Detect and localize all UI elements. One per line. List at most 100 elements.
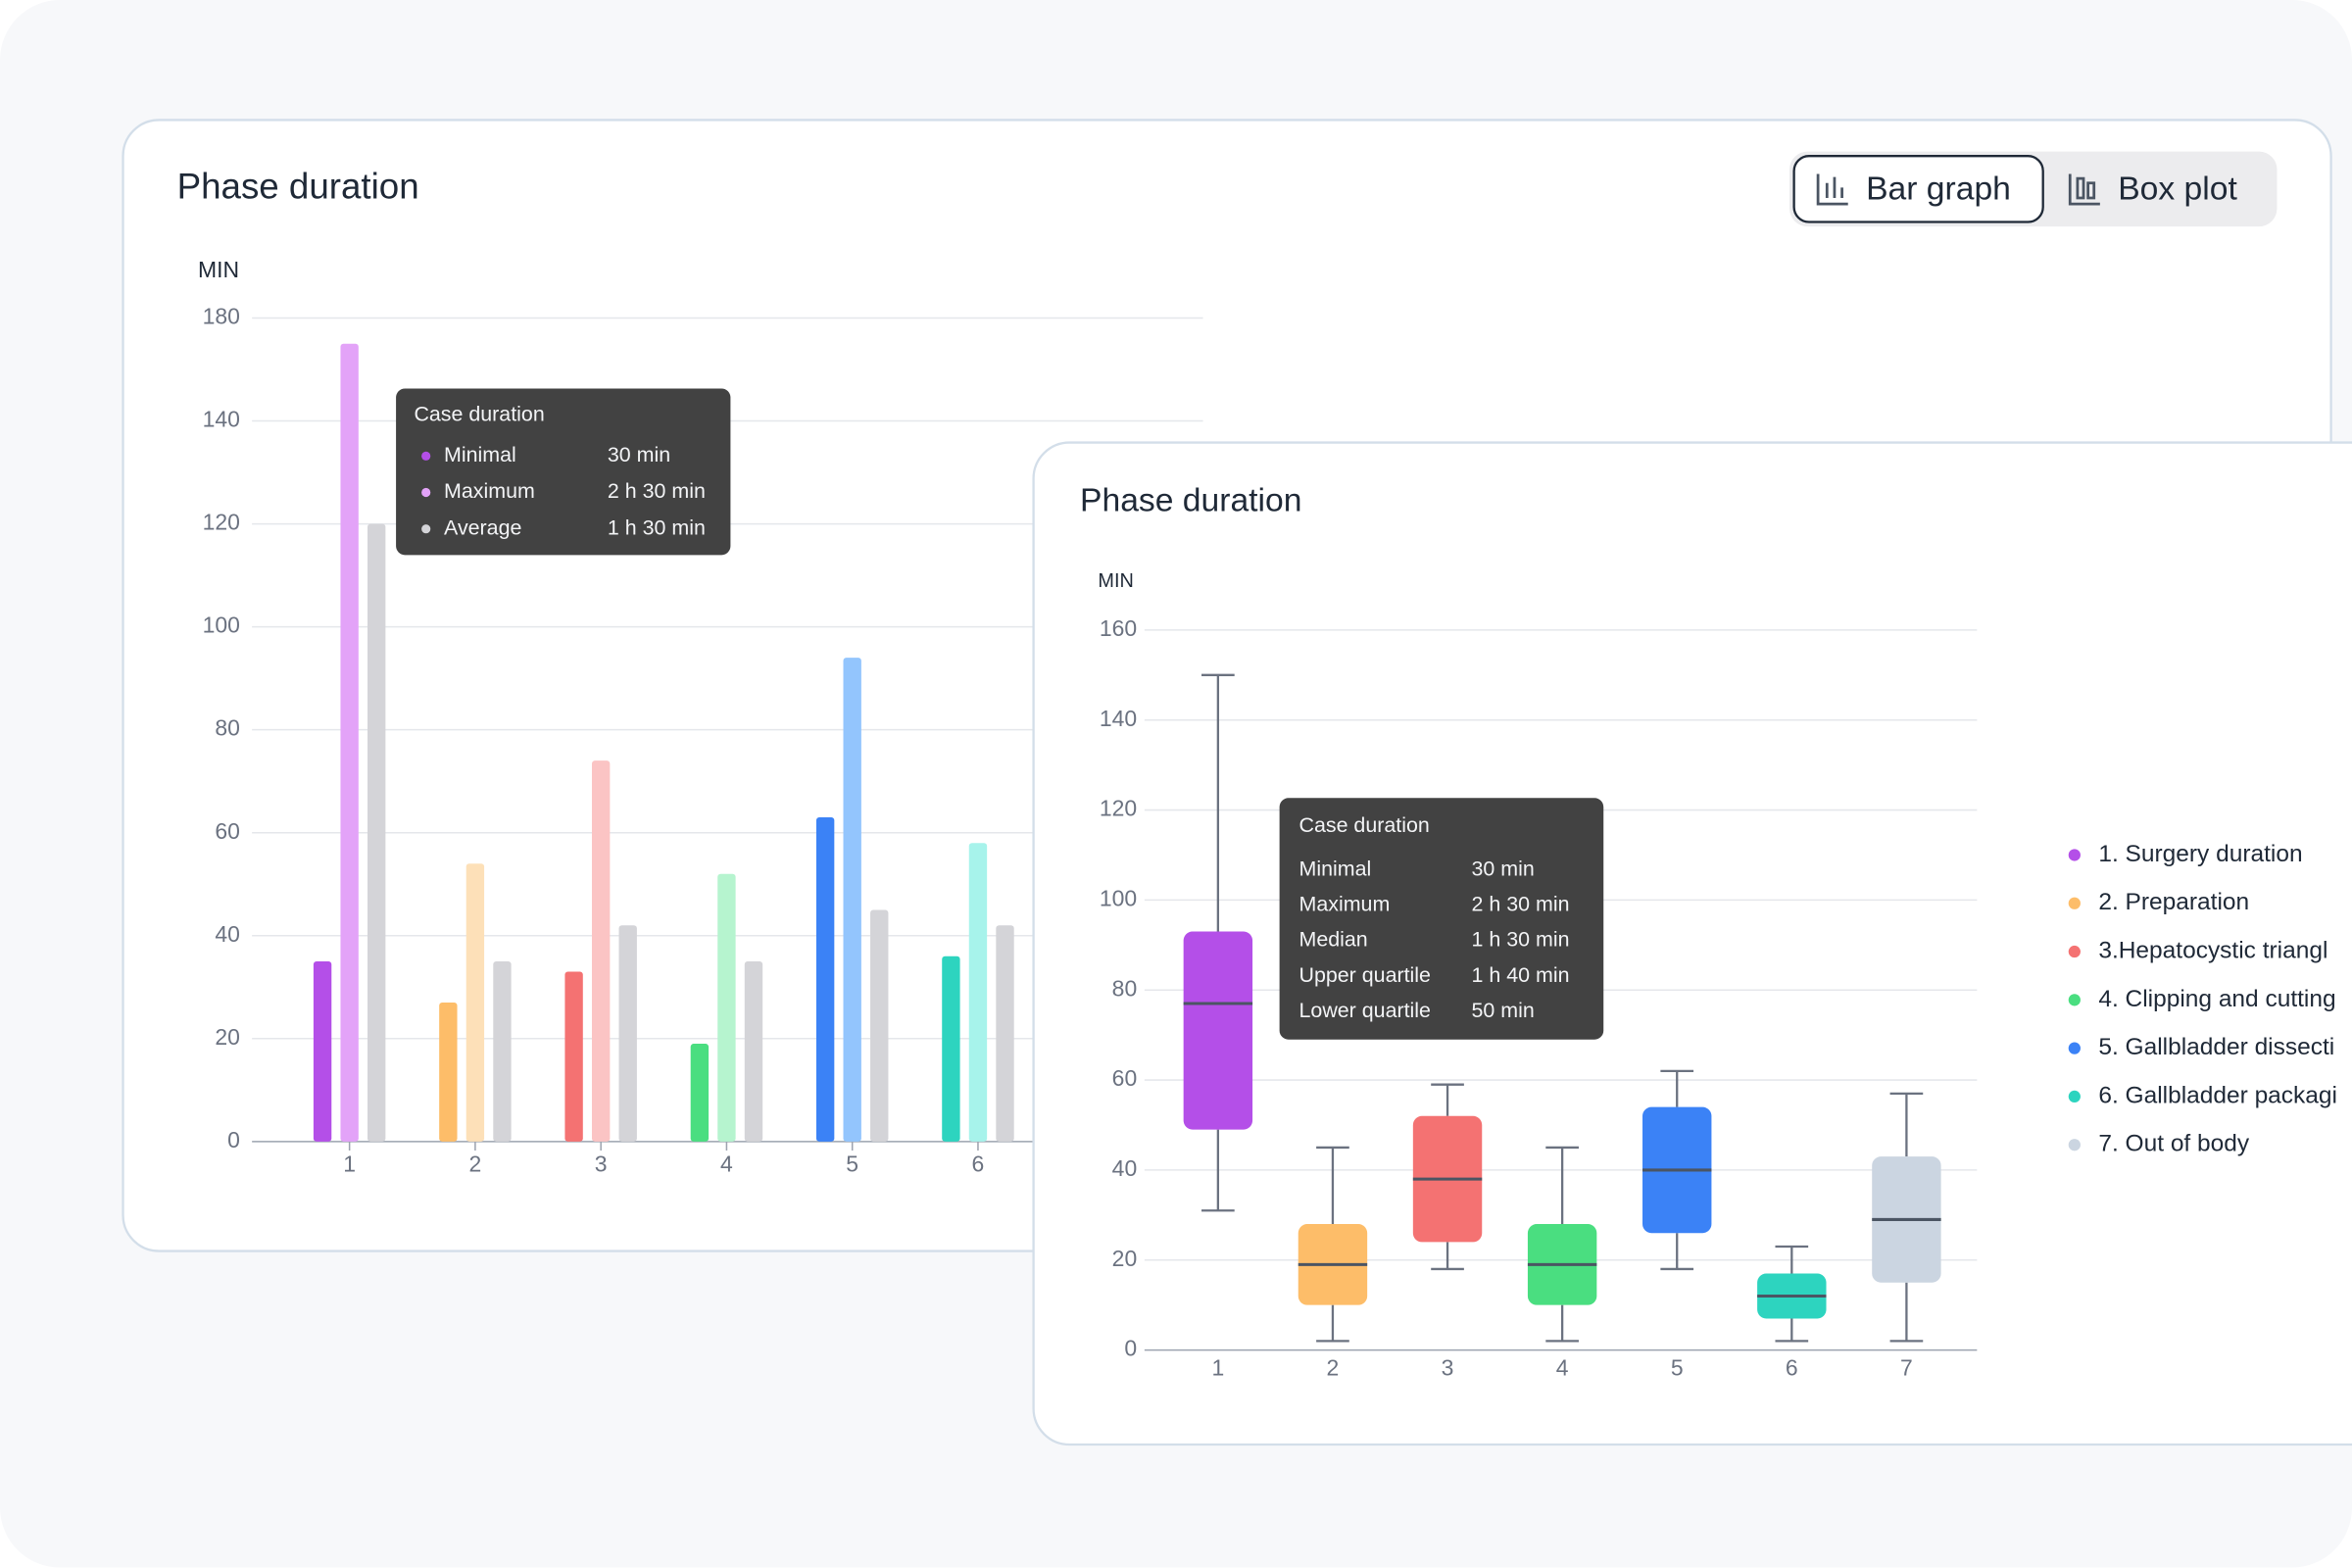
tooltip-value: 2 h 30 min [1472,893,1570,916]
legend-label: 7. Out of body [2098,1131,2250,1157]
y-tick-label: 40 [1112,1155,1138,1181]
toggle-button[interactable]: Bar graph [1792,155,2044,223]
tooltip-label: Lower quartile [1299,999,1431,1022]
tooltip-value: 1 h 40 min [1472,963,1570,987]
tooltip-title: Case duration [1299,813,1430,837]
tooltip-dot [421,524,431,534]
legend-dot [2068,994,2081,1006]
tooltip-label: Minimal [444,443,516,466]
y-tick-label: 60 [215,818,240,844]
y-tick-label: 120 [1100,796,1137,821]
bar [439,1003,458,1142]
x-tick-label: 7 [1900,1355,1913,1381]
bar [313,961,332,1142]
bar [815,816,835,1142]
bar [870,909,889,1142]
tooltip [396,388,731,556]
bar [368,523,386,1142]
y-tick-label: 20 [215,1024,240,1050]
tooltip-value: 1 h 30 min [608,515,706,539]
toggle-button[interactable]: Box plot [2068,171,2237,207]
tooltip-label: Maximum [1299,893,1391,916]
tooltip-label: Average [444,515,521,539]
x-tick-label: 1 [1211,1355,1224,1381]
chart-title: Phase duration [177,167,419,207]
box-card: Phase duration MIN 0 20 40 60 80 100 120 140 160 1 2… [1032,441,2352,1446]
x-tick-label: 2 [469,1151,482,1176]
bar [996,925,1014,1142]
y-tick-label: 140 [203,407,240,432]
tooltip-dot [421,487,431,498]
chart-title: Phase duration [1080,483,1301,519]
x-tick-label: 3 [1442,1355,1454,1381]
x-tick-label: 4 [720,1151,733,1176]
bar [618,925,637,1142]
x-tick-label: 5 [1671,1355,1684,1381]
bar [744,961,763,1142]
toggle-label: Box plot [2118,171,2237,207]
x-tick-label: 3 [595,1151,608,1176]
toggle-label: Bar graph [1866,171,2011,207]
bar [717,873,736,1142]
tooltip-label: Minimal [1299,857,1372,880]
legend-dot [2068,1042,2081,1054]
y-tick-label: 0 [1124,1336,1137,1361]
axis-label: MIN [1098,570,1133,592]
legend-label: 5. Gallbladder dissecti [2098,1034,2334,1060]
tooltip-dot [421,451,431,461]
x-tick-label: 5 [846,1151,858,1176]
icon [1816,173,1848,206]
legend-label: 1. Surgery duration [2098,841,2302,867]
y-tick-label: 120 [203,510,240,535]
y-tick-label: 80 [1112,975,1138,1001]
bar [591,760,611,1142]
y-tick-label: 0 [227,1127,240,1152]
axis-label: MIN [198,257,239,282]
box [1183,931,1253,1130]
y-tick-label: 40 [215,921,240,947]
bar [466,863,485,1142]
legend-dot [2068,897,2081,909]
tooltip-value: 1 h 30 min [1472,928,1570,952]
bar [493,961,512,1142]
toggle-active [1792,155,2044,223]
tooltip-label: Maximum [444,479,535,503]
legend-dot [2068,1090,2081,1103]
legend-dot [2068,1139,2081,1152]
bar [690,1044,710,1142]
legend-label: 2. Preparation [2098,889,2249,915]
bar [968,843,988,1142]
y-tick-label: 140 [1100,706,1137,731]
y-tick-label: 100 [203,612,240,638]
legend-label: 3.Hepatocystic triangl [2098,938,2328,964]
x-tick-label: 6 [1786,1355,1798,1381]
tooltip-label: Median [1299,928,1368,952]
legend-label: 4. Clipping and cutting [2098,986,2335,1012]
tooltip-value: 30 min [1472,857,1535,880]
legend-dot [2068,945,2081,958]
tooltip-label: Upper quartile [1299,963,1431,987]
y-tick-label: 160 [1100,615,1137,641]
y-tick-label: 60 [1112,1065,1138,1091]
bar [340,343,359,1142]
x-tick-label: 4 [1556,1355,1569,1381]
legend-dot [2068,849,2081,861]
bar [564,971,583,1142]
legend-label: 6. Gallbladder packagi [2098,1082,2337,1108]
tooltip-value: 30 min [608,443,670,466]
x-tick-label: 2 [1327,1355,1340,1381]
tooltip-value: 2 h 30 min [608,479,706,503]
tooltip [1279,798,1604,1040]
card [1032,441,2352,1446]
x-tick-label: 6 [972,1151,985,1176]
tooltip-title: Case duration [414,403,544,426]
y-tick-label: 180 [203,304,240,329]
bar [942,956,960,1142]
y-tick-label: 100 [1100,885,1137,910]
icon [2068,173,2100,206]
y-tick-label: 20 [1112,1246,1138,1271]
bar [843,658,861,1142]
y-tick-label: 80 [215,715,240,741]
